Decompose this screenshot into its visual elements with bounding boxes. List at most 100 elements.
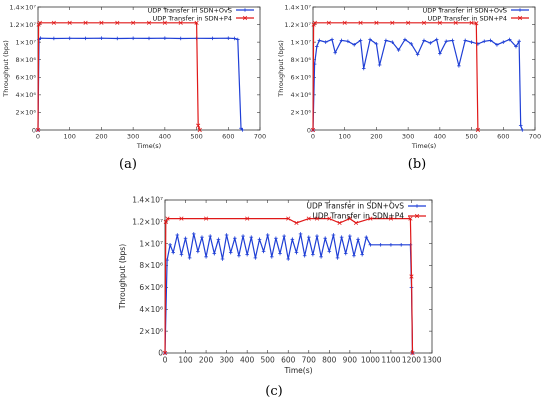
data-point-ovs xyxy=(168,243,172,247)
y-tick-label: 8×10⁶ xyxy=(291,56,312,64)
data-point-p4 xyxy=(410,350,415,356)
legend-label-ovs: UDP Transfer in SDN+OvS xyxy=(423,6,507,14)
data-point-ovs xyxy=(147,36,151,41)
data-point-ovs xyxy=(409,42,414,46)
y-tick-label: 0 xyxy=(158,349,163,358)
y-tick-label: 4×10⁶ xyxy=(291,91,312,99)
y-tick-label: 8×10⁶ xyxy=(16,56,37,64)
data-point-ovs xyxy=(175,233,180,237)
data-point-ovs xyxy=(245,252,249,257)
data-point-ovs xyxy=(200,235,204,239)
x-tick-label: 700 xyxy=(529,133,541,141)
data-point-ovs xyxy=(368,37,372,42)
y-tick-label: 1×10⁷ xyxy=(291,38,312,46)
x-axis-title: Time(s) xyxy=(283,366,312,375)
data-point-p4 xyxy=(131,20,136,25)
data-point-ovs xyxy=(356,237,360,242)
y-tick-label: 4×10⁶ xyxy=(139,305,163,314)
data-point-ovs xyxy=(224,233,229,237)
y-tick-label: 2×10⁶ xyxy=(16,109,37,117)
data-point-ovs xyxy=(415,52,420,57)
data-point-p4 xyxy=(37,20,42,25)
x-tick-label: 1000 xyxy=(361,356,380,365)
chart-panel-c: 0 100 200 300 400 500 600 700 800 900 1000 1100 1200… xyxy=(118,196,442,375)
y-tick-label: 6×10⁶ xyxy=(16,74,37,82)
series-line-ovs xyxy=(164,233,414,354)
data-point-ovs xyxy=(339,38,344,43)
legend-label-p4: UDP Transfer in SDN+P4 xyxy=(153,14,232,22)
data-point-ovs xyxy=(131,36,135,41)
data-point-p4 xyxy=(347,216,352,221)
data-point-ovs xyxy=(389,243,393,247)
data-point-ovs xyxy=(331,233,336,237)
x-tick-label: 300 xyxy=(127,133,139,141)
data-point-p4 xyxy=(83,20,88,25)
data-point-ovs xyxy=(517,39,521,44)
data-point-ovs xyxy=(178,36,183,41)
data-point-ovs xyxy=(236,37,240,42)
data-point-ovs xyxy=(368,243,373,247)
data-point-p4 xyxy=(306,216,311,221)
data-point-ovs xyxy=(286,257,291,261)
data-point-ovs xyxy=(282,234,286,238)
x-tick-label: 1100 xyxy=(381,356,400,365)
x-tick-label: 900 xyxy=(343,356,358,365)
data-point-ovs xyxy=(463,38,468,43)
x-tick-label: 800 xyxy=(322,356,337,365)
data-point-ovs xyxy=(358,38,363,43)
data-point-p4 xyxy=(162,350,168,356)
x-tick-label: 100 xyxy=(64,133,76,141)
series-line-ovs xyxy=(312,38,523,131)
data-point-ovs xyxy=(83,36,88,41)
y-tick-label: 1×10⁷ xyxy=(16,38,37,46)
data-point-p4 xyxy=(437,20,442,25)
data-point-ovs xyxy=(278,251,282,256)
data-point-p4 xyxy=(163,219,168,224)
data-point-ovs xyxy=(315,44,319,49)
data-point-ovs xyxy=(501,40,506,44)
data-point-p4 xyxy=(342,20,347,25)
y-tick-label: 1.4×10⁷ xyxy=(284,3,311,11)
y-tick-label: 0 xyxy=(32,126,36,134)
data-point-p4 xyxy=(358,20,363,25)
legend-label-ovs: UDP Transfer in SDN+OvS xyxy=(148,6,232,14)
panel-label-a: (a) xyxy=(119,157,137,172)
data-point-ovs xyxy=(274,236,278,241)
plot-frame xyxy=(312,6,536,131)
data-point-ovs xyxy=(488,38,493,43)
y-tick-label: 6×10⁶ xyxy=(139,283,163,292)
x-tick-label: 100 xyxy=(339,133,351,141)
data-point-p4 xyxy=(197,127,202,133)
data-point-ovs xyxy=(216,237,221,242)
data-point-p4 xyxy=(245,216,250,221)
data-point-ovs xyxy=(378,243,383,247)
x-tick-label: 400 xyxy=(434,133,446,141)
data-point-p4 xyxy=(203,216,209,221)
data-point-p4 xyxy=(294,220,299,226)
data-point-ovs xyxy=(444,39,448,44)
data-point-ovs xyxy=(179,252,184,257)
y-axis-title: Throughput (bps) xyxy=(118,244,127,310)
x-tick-label: 0 xyxy=(163,356,168,365)
data-point-p4 xyxy=(178,20,183,25)
data-point-p4 xyxy=(406,20,411,25)
y-tick-label: 1.2×10⁷ xyxy=(132,217,163,226)
series-line-p4 xyxy=(312,22,479,131)
data-point-ovs xyxy=(241,234,245,238)
data-point-ovs xyxy=(220,257,225,261)
chart-panel-a: 0 100 200 300 400 500 600 700 0 2×10⁶ 4×10⁶ 6×10⁶ 8×… xyxy=(2,3,266,150)
data-point-ovs xyxy=(212,251,217,256)
x-tick-label: 600 xyxy=(497,133,509,141)
x-tick-label: 400 xyxy=(159,133,171,141)
data-point-p4 xyxy=(196,123,201,128)
data-point-p4 xyxy=(146,20,152,25)
data-point-ovs xyxy=(333,50,337,55)
data-point-ovs xyxy=(191,232,196,236)
data-point-ovs xyxy=(204,255,208,259)
data-point-ovs xyxy=(253,256,258,260)
y-tick-label: 2×10⁶ xyxy=(139,327,163,336)
data-point-p4 xyxy=(314,216,320,221)
legend-label-p4: UDP Transfer in SDN+P4 xyxy=(312,212,404,221)
data-point-ovs xyxy=(210,36,215,41)
data-point-p4 xyxy=(453,20,458,25)
